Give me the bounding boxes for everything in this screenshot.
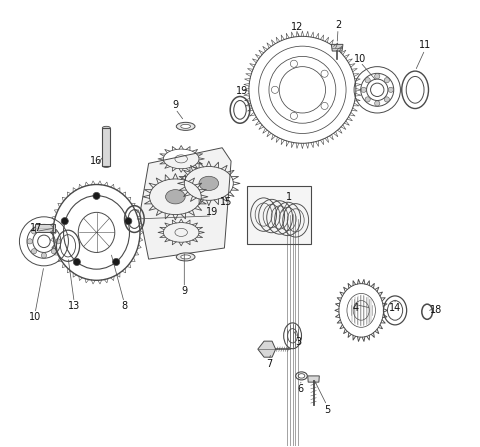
Ellipse shape <box>181 255 191 259</box>
Text: 10: 10 <box>29 312 41 322</box>
Circle shape <box>375 74 380 79</box>
Circle shape <box>51 249 57 254</box>
Ellipse shape <box>176 253 195 261</box>
Text: 17: 17 <box>30 223 42 233</box>
Polygon shape <box>140 148 231 259</box>
Circle shape <box>31 229 36 234</box>
Ellipse shape <box>102 164 110 167</box>
Circle shape <box>73 258 81 266</box>
Ellipse shape <box>181 124 191 128</box>
Circle shape <box>321 70 328 77</box>
Ellipse shape <box>166 190 185 204</box>
Text: 7: 7 <box>266 359 272 369</box>
Polygon shape <box>331 44 343 51</box>
Text: 16: 16 <box>90 156 103 166</box>
Text: 18: 18 <box>430 305 442 316</box>
Text: 2: 2 <box>335 20 341 30</box>
Text: 12: 12 <box>291 22 303 33</box>
Polygon shape <box>258 341 276 357</box>
Circle shape <box>365 97 370 102</box>
Circle shape <box>55 239 60 244</box>
Circle shape <box>290 60 298 67</box>
Circle shape <box>31 249 36 254</box>
Circle shape <box>51 229 57 234</box>
Text: 6: 6 <box>297 384 303 394</box>
Circle shape <box>384 97 389 102</box>
Circle shape <box>61 218 68 225</box>
Polygon shape <box>102 128 110 166</box>
Ellipse shape <box>199 176 218 190</box>
Ellipse shape <box>176 122 195 131</box>
Bar <box>247 186 312 244</box>
Text: 13: 13 <box>68 301 80 311</box>
Polygon shape <box>35 224 55 232</box>
Circle shape <box>321 102 328 110</box>
Text: 3: 3 <box>295 337 301 346</box>
Circle shape <box>271 86 278 93</box>
Text: 9: 9 <box>181 286 187 296</box>
Text: 19: 19 <box>206 207 218 217</box>
Circle shape <box>125 218 132 225</box>
Circle shape <box>113 258 120 266</box>
Text: 11: 11 <box>419 40 431 50</box>
Circle shape <box>93 192 100 199</box>
Text: 10: 10 <box>354 54 366 63</box>
Circle shape <box>41 225 47 230</box>
Text: 5: 5 <box>324 405 330 415</box>
Text: 9: 9 <box>172 101 179 110</box>
Circle shape <box>388 87 394 93</box>
Text: 4: 4 <box>353 303 359 313</box>
Text: 8: 8 <box>121 301 127 311</box>
Text: 19: 19 <box>236 86 248 96</box>
Text: 1: 1 <box>286 192 292 202</box>
Ellipse shape <box>102 127 110 130</box>
Circle shape <box>361 87 366 93</box>
Circle shape <box>375 101 380 106</box>
Circle shape <box>384 78 389 83</box>
Polygon shape <box>308 376 319 382</box>
Circle shape <box>41 253 47 258</box>
Circle shape <box>365 78 370 83</box>
Text: 15: 15 <box>219 197 232 207</box>
Circle shape <box>290 112 298 119</box>
Circle shape <box>27 239 33 244</box>
Text: 14: 14 <box>389 303 401 313</box>
